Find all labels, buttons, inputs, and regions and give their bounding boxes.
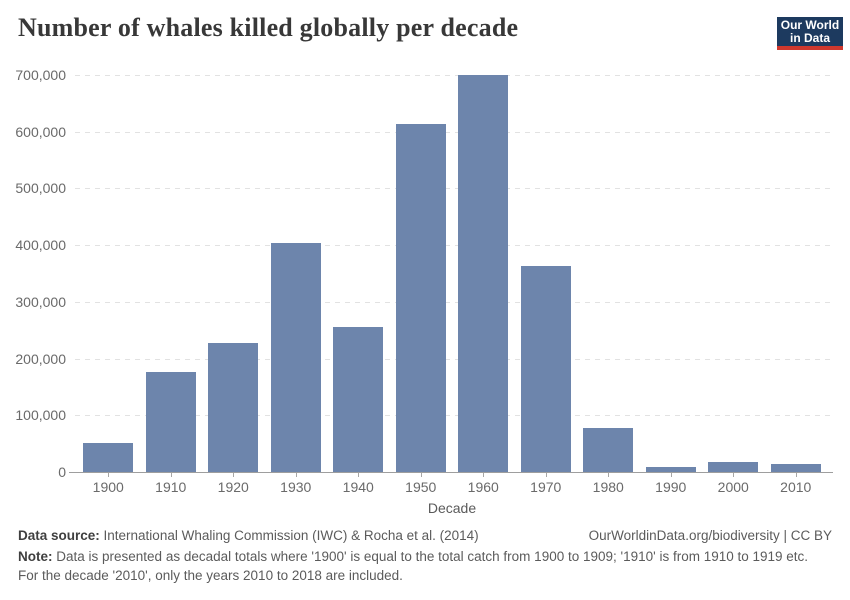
bar-1980[interactable]: [583, 428, 634, 472]
x-axis-label-1950: 1950: [405, 479, 437, 495]
gridline-700,000: [75, 75, 831, 76]
y-axis-label-300,000: 300,000: [15, 293, 66, 310]
data-source-value: International Whaling Commission (IWC) &…: [99, 528, 479, 543]
bar-1960[interactable]: [458, 75, 509, 472]
bar-1930[interactable]: [270, 243, 321, 472]
x-axis-label-1970: 1970: [530, 479, 562, 495]
bar-1920[interactable]: [208, 342, 259, 472]
y-axis-label-600,000: 600,000: [15, 123, 66, 140]
x-tick-1940: [358, 473, 360, 477]
bar-1990[interactable]: [645, 467, 696, 472]
x-axis-label-2010: 2010: [780, 479, 812, 495]
gridline-400,000: [75, 245, 831, 247]
bar-1950[interactable]: [395, 124, 446, 472]
owid-logo-line2: in Data: [789, 30, 830, 45]
y-axis-label-100,000: 100,000: [15, 407, 66, 424]
x-tick-1990: [670, 473, 672, 477]
y-axis-label-700,000: 700,000: [15, 67, 66, 83]
note-text: Data is presented as decadal totals wher…: [18, 549, 809, 583]
bar-1910[interactable]: [145, 371, 196, 472]
x-tick-1960: [483, 473, 485, 477]
bar-1900[interactable]: [83, 442, 134, 472]
x-tick-2000: [733, 473, 735, 477]
y-axis-label-0: 0: [58, 464, 66, 480]
footer-note: Note: Data is presented as decadal total…: [18, 548, 832, 585]
note-label: Note:: [18, 549, 53, 564]
owid-logo[interactable]: Our World in Data: [777, 17, 843, 50]
y-axis-label-200,000: 200,000: [15, 350, 66, 367]
x-axis-label-1910: 1910: [155, 479, 187, 495]
x-axis-title: Decade: [427, 500, 477, 516]
x-tick-1970: [545, 473, 547, 477]
data-source-label: Data source:: [18, 528, 100, 543]
x-tick-1950: [420, 473, 422, 477]
x-tick-1930: [295, 473, 297, 477]
x-axis-label-1930: 1930: [280, 479, 312, 495]
x-tick-1910: [170, 473, 172, 477]
x-axis-label-1920: 1920: [217, 479, 249, 495]
gridline-500,000: [75, 188, 831, 190]
x-axis-label-1940: 1940: [342, 479, 374, 495]
x-tick-2010: [795, 473, 797, 477]
bar-1970[interactable]: [520, 266, 571, 472]
x-axis-label-1990: 1990: [655, 479, 687, 495]
bar-2010[interactable]: [770, 464, 821, 472]
data-source-text: Data source: International Whaling Commi…: [18, 528, 479, 543]
y-axis-label-400,000: 400,000: [15, 237, 66, 254]
x-axis-label-1960: 1960: [467, 479, 499, 495]
y-axis-label-500,000: 500,000: [15, 180, 66, 197]
gridline-100,000: [75, 415, 831, 417]
gridline-600,000: [75, 131, 831, 133]
footer-source-row: Data source: International Whaling Commi…: [18, 528, 832, 543]
bar-1940[interactable]: [333, 326, 384, 472]
x-tick-1900: [108, 473, 110, 477]
x-axis-label-2000: 2000: [717, 479, 749, 495]
owid-license-link[interactable]: OurWorldinData.org/biodiversity | CC BY: [588, 528, 832, 543]
bar-2000[interactable]: [708, 462, 759, 472]
x-axis-label-1900: 1900: [92, 479, 124, 495]
owid-logo-line1: Our World: [780, 17, 840, 32]
gridline-300,000: [75, 301, 831, 303]
x-tick-1920: [233, 473, 235, 477]
chart-footer: Data source: International Whaling Commi…: [18, 528, 832, 585]
page-title: Number of whales killed globally per dec…: [18, 13, 519, 42]
x-axis-label-1980: 1980: [592, 479, 624, 495]
gridline-200,000: [75, 358, 831, 360]
x-tick-1980: [608, 473, 610, 477]
x-axis-line: [69, 472, 833, 473]
